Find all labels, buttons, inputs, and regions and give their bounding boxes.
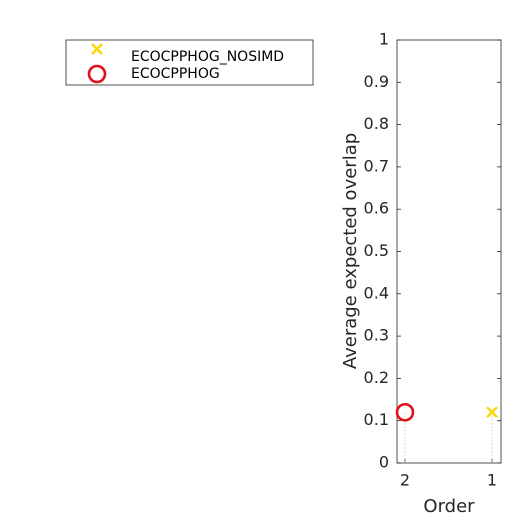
y-tick-label: 0.9 <box>364 72 389 91</box>
data-point-ecocpphog <box>395 402 415 422</box>
legend-label-ecocpphog-nosimd: ECOCPPHOG_NOSIMD <box>131 49 284 65</box>
y-axis: 0 0.1 0.2 0.3 0.4 0.5 0.6 0.7 0.8 0.9 1 <box>364 30 501 472</box>
y-tick-label: 0.6 <box>364 199 389 218</box>
legend-entry-ecocpphog: ECOCPPHOG <box>87 64 220 84</box>
legend-marker-x <box>91 43 103 55</box>
x-tick-label: 1 <box>487 471 497 490</box>
plot-frame <box>396 39 502 464</box>
y-tick-label: 1 <box>379 30 389 49</box>
legend-entry-ecocpphog-nosimd: ECOCPPHOG_NOSIMD <box>91 43 284 65</box>
y-tick-label: 0.1 <box>364 410 389 429</box>
legend: ECOCPPHOG_NOSIMD ECOCPPHOG <box>65 39 314 86</box>
legend-marker-circle-icon <box>87 64 107 84</box>
y-tick-label: 0 <box>379 453 389 472</box>
legend-label-ecocpphog: ECOCPPHOG <box>131 66 220 82</box>
y-tick-label: 0.2 <box>364 368 389 387</box>
x-axis-label: Order <box>423 496 475 517</box>
y-tick-label: 0.8 <box>364 114 389 133</box>
y-tick-label: 0.4 <box>364 283 389 302</box>
data-point-ecocpphog-nosimd <box>486 406 498 419</box>
legend-marker-x-icon <box>91 43 103 55</box>
y-tick-label: 0.5 <box>364 241 389 260</box>
y-axis-label: Average expected overlap <box>340 133 361 369</box>
data-points <box>395 402 498 422</box>
legend-box <box>65 39 314 86</box>
x-tick-label: 2 <box>400 471 410 490</box>
y-tick-label: 0.7 <box>364 156 389 175</box>
legend-marker-circle <box>87 64 107 84</box>
y-tick-label: 0.3 <box>364 326 389 345</box>
